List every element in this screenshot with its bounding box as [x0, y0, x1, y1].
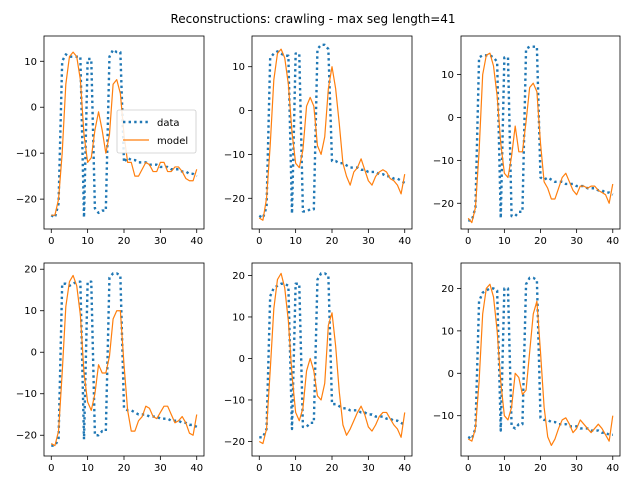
x-tick-label: 10	[498, 236, 511, 247]
x-tick-label: 20	[534, 236, 547, 247]
x-tick-label: 0	[465, 463, 471, 474]
series-line-data	[259, 272, 406, 439]
legend-label-data: data	[157, 118, 180, 129]
x-tick-label: 30	[154, 236, 167, 247]
y-tick-label: 0	[448, 369, 454, 380]
x-tick-label: 20	[534, 463, 547, 474]
subplot-2: 0 10 20 30 40 −20 −10 0 10	[224, 35, 413, 247]
series-line-model	[50, 274, 198, 447]
x-tick-label: 10	[498, 463, 511, 474]
x-tick-label: 30	[362, 463, 375, 474]
x-tick-label: 40	[190, 236, 203, 247]
x-tick-label: 40	[190, 463, 203, 474]
y-tick-label: 10	[232, 312, 245, 323]
y-tick-label: −10	[433, 156, 454, 167]
y-tick-label: −10	[224, 150, 245, 161]
x-tick-label: 20	[118, 463, 131, 474]
y-tick-label: 20	[24, 265, 37, 276]
x-tick-label: 40	[398, 236, 411, 247]
x-tick-label: 40	[606, 236, 619, 247]
x-tick-label: 0	[256, 236, 262, 247]
y-tick-label: 0	[31, 103, 37, 114]
legend-label-model: model	[157, 136, 188, 147]
y-tick-label: 0	[239, 106, 245, 117]
y-tick-label: −20	[224, 437, 245, 448]
x-tick-label: 30	[570, 236, 583, 247]
y-tick-label: −20	[16, 431, 37, 442]
y-tick-label: 10	[24, 57, 37, 68]
y-tick-label: −20	[16, 195, 37, 206]
series-line-data	[468, 45, 614, 222]
y-tick-label: 20	[441, 284, 454, 295]
series-line-model	[258, 272, 406, 445]
series-line-model	[467, 52, 614, 224]
figure-title: Reconstructions: crawling - max seg leng…	[170, 12, 455, 26]
x-tick-label: 0	[465, 236, 471, 247]
y-tick-label: 10	[441, 326, 454, 337]
x-tick-label: 10	[81, 463, 94, 474]
y-tick-label: 20	[232, 271, 245, 282]
series-line-data	[467, 276, 613, 441]
y-tick-label: −10	[16, 149, 37, 160]
x-tick-label: 40	[398, 463, 411, 474]
legend: data model	[116, 109, 197, 154]
y-tick-label: −20	[433, 199, 454, 210]
y-tick-label: −10	[224, 395, 245, 406]
subplot-6: 0 10 20 30 40 −10 0 10 20	[433, 262, 621, 474]
y-tick-label: 10	[232, 62, 245, 73]
series-line-model	[467, 283, 614, 446]
x-tick-label: 20	[326, 463, 339, 474]
x-tick-label: 30	[362, 236, 375, 247]
y-tick-label: 10	[24, 306, 37, 317]
series-line-model	[258, 48, 406, 221]
x-tick-label: 0	[48, 236, 54, 247]
subplot-4: 0 10 20 30 40 −20 −10 0 10 20	[16, 262, 205, 474]
y-tick-label: −20	[224, 194, 245, 205]
y-tick-label: −10	[16, 389, 37, 400]
x-tick-label: 20	[118, 236, 131, 247]
legend-box	[116, 109, 197, 154]
x-tick-label: 10	[289, 236, 302, 247]
x-tick-label: 40	[606, 463, 619, 474]
x-tick-label: 30	[154, 463, 167, 474]
y-tick-label: 0	[239, 354, 245, 365]
subplot-1: 0 10 20 30 40 −20 −10 0 10 data model	[16, 35, 205, 247]
x-tick-label: 0	[256, 463, 262, 474]
y-tick-label: 10	[441, 70, 454, 81]
x-tick-label: 10	[289, 463, 302, 474]
y-tick-label: 0	[31, 348, 37, 359]
x-tick-label: 30	[570, 463, 583, 474]
series-line-data	[258, 43, 406, 220]
subplot-3: 0 10 20 30 40 −20 −10 0 10	[433, 35, 621, 247]
subplot-5: 0 10 20 30 40 −20 −10 0 10 20	[224, 262, 413, 474]
x-tick-label: 20	[326, 236, 339, 247]
y-tick-label: 0	[448, 113, 454, 124]
x-tick-label: 10	[81, 236, 94, 247]
x-tick-label: 0	[48, 463, 54, 474]
y-tick-label: −10	[433, 411, 454, 422]
